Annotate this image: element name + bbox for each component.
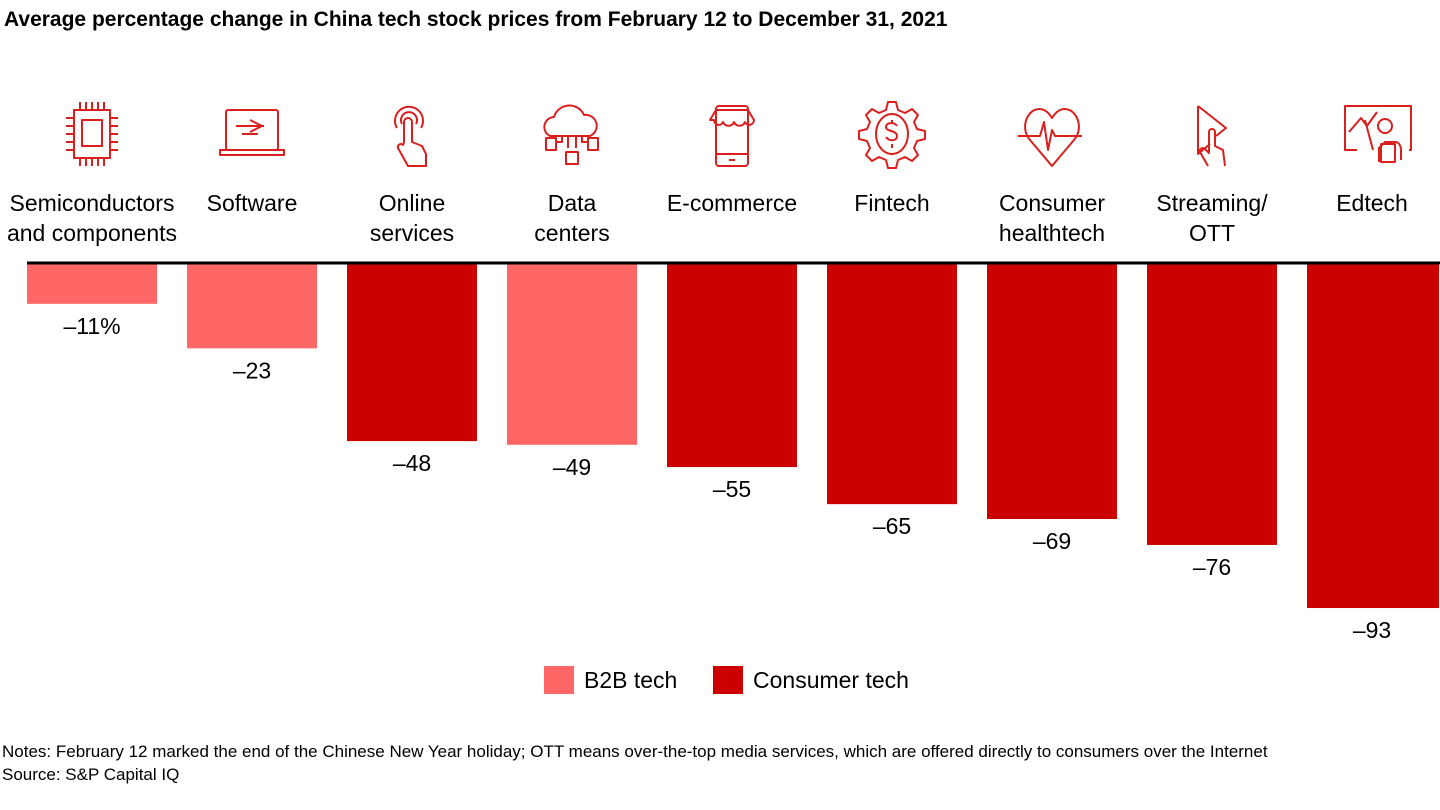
category-label: E-commerce <box>637 188 827 218</box>
category-label-line: Streaming/ <box>1156 190 1268 216</box>
play-touch-icon <box>1172 96 1252 172</box>
value-label: –65 <box>873 513 911 539</box>
category-label-line: Data <box>547 190 597 216</box>
value-label: –76 <box>1193 554 1231 580</box>
category-label: Online services <box>317 188 507 248</box>
touch-signal-icon <box>372 96 452 172</box>
value-label: –69 <box>1033 528 1071 554</box>
value-label: –93 <box>1353 617 1391 643</box>
bar-9 <box>1307 263 1439 609</box>
teacher-board-icon <box>1335 96 1415 172</box>
chart-title: Average percentage change in China tech … <box>4 8 948 31</box>
category-label: Software <box>157 188 347 218</box>
mobile-shop-icon <box>692 96 772 172</box>
category-label: Streaming/OTT <box>1117 188 1307 248</box>
legend-item-b2b: B2B tech <box>544 666 677 694</box>
category-label-line: Fintech <box>854 190 930 216</box>
category-label-line: E-commerce <box>666 190 798 216</box>
bar-5 <box>667 263 797 468</box>
legend-item-consumer: Consumer tech <box>713 666 909 694</box>
microchip-icon <box>52 96 132 172</box>
source-text: Source: S&P Capital IQ <box>2 765 180 784</box>
bar-1 <box>27 263 157 304</box>
value-label: –48 <box>393 450 431 476</box>
value-label: –49 <box>553 454 591 480</box>
cloud-network-icon <box>532 96 612 172</box>
legend-label: Consumer tech <box>753 666 909 693</box>
bar-2 <box>187 263 317 349</box>
bar-7 <box>987 263 1117 519</box>
heart-pulse-icon <box>1012 96 1092 172</box>
legend-swatch-consumer <box>713 666 743 694</box>
legend-swatch-b2b <box>544 666 574 694</box>
bar-chart: –11% –23 –48 –49 –55 –65 –69 –76 –93 <box>27 261 1440 643</box>
category-label-line: Online <box>378 190 446 216</box>
category-label-line: Semiconductors <box>9 190 175 216</box>
category-label: Consumer healthtech <box>957 188 1147 248</box>
bar-4 <box>507 263 637 445</box>
category-label-line: centers <box>534 220 610 246</box>
category-label: Edtech <box>1277 188 1440 218</box>
value-label: –11% <box>63 313 120 339</box>
bar-6 <box>827 263 957 505</box>
category-label: Semiconductors and components <box>0 188 187 248</box>
footnotes: Notes: February 12 marked the end of the… <box>2 740 1422 786</box>
category-label-line: and components <box>6 220 178 246</box>
legend-label: B2B tech <box>584 666 678 693</box>
category-label: Fintech <box>797 188 987 218</box>
value-label: –55 <box>713 476 751 502</box>
category-label-line: Software <box>206 190 298 216</box>
category-label-line: healthtech <box>998 220 1106 246</box>
value-label: –23 <box>233 357 271 383</box>
category-label-line: Edtech <box>1336 190 1408 216</box>
gear-dollar-icon <box>852 96 932 172</box>
category-label-line: OTT <box>1189 220 1235 246</box>
notes-text: Notes: February 12 marked the end of the… <box>2 742 1268 761</box>
category-label-line: Consumer <box>998 190 1106 216</box>
bar-8 <box>1147 263 1277 545</box>
category-label-line: services <box>369 220 455 246</box>
category-label: Data centers <box>477 188 667 248</box>
bar-3 <box>347 263 477 442</box>
laptop-arrow-icon <box>212 96 292 172</box>
